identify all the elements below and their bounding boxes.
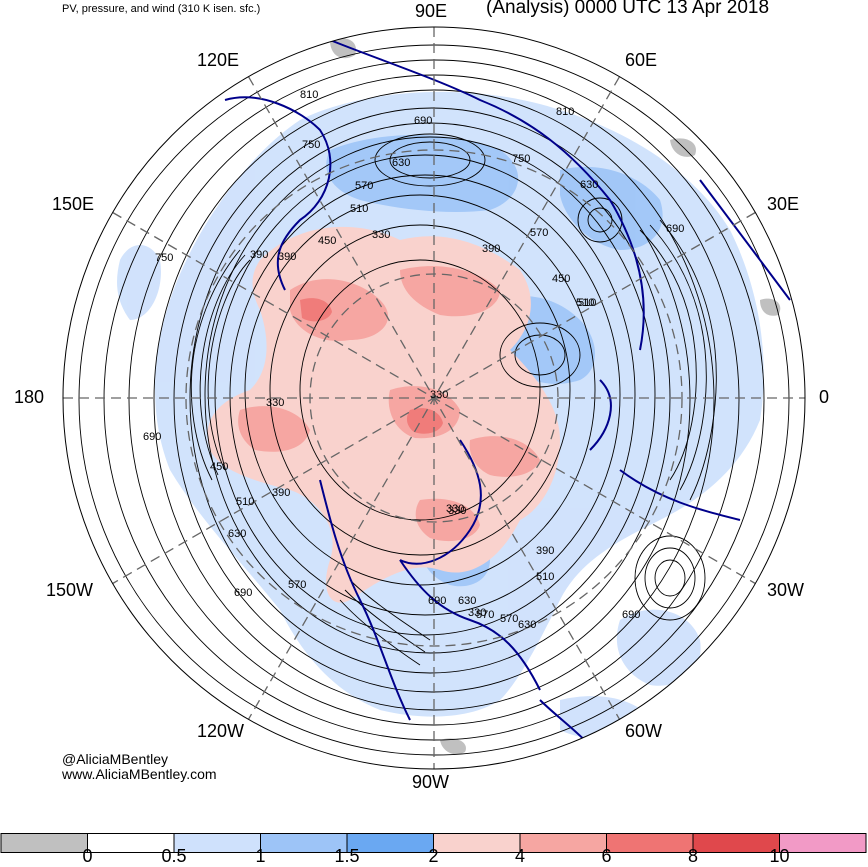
colorbar-swatch xyxy=(779,833,867,853)
contour-label: 690 xyxy=(622,609,640,621)
colorbar-swatch xyxy=(606,833,694,853)
contour-label: 330 xyxy=(266,397,284,409)
colorbar-tick-label: 10 xyxy=(769,846,790,866)
credit-website: www.AliciaMBentley.com xyxy=(62,766,217,782)
contour-label: 510 xyxy=(350,203,368,215)
coastlines xyxy=(224,39,791,761)
contour-label: 390 xyxy=(250,249,268,261)
contour-label: 630 xyxy=(458,595,476,607)
lon-label-150w: 150W xyxy=(46,580,94,600)
lon-label-60w: 60W xyxy=(625,721,663,741)
contour-label: 510 xyxy=(236,496,254,508)
contour-label: 630 xyxy=(580,179,598,191)
contour-label: 750 xyxy=(512,153,530,165)
contour-label: 390 xyxy=(278,251,296,263)
contour-label: 390 xyxy=(482,243,500,255)
contour-label: 630 xyxy=(228,528,246,540)
lon-label-30e: 30E xyxy=(767,194,800,214)
contour-label: 690 xyxy=(414,115,432,127)
colorbar-swatch xyxy=(173,833,261,853)
lon-label-90w: 90W xyxy=(412,772,450,792)
contour-label: 570 xyxy=(355,180,373,192)
contour-label: 330 xyxy=(446,503,464,515)
contour-label: 450 xyxy=(318,235,336,247)
colorbar-tick-label: 6 xyxy=(601,846,612,866)
contour-label-layer: 810 690 750 630 570 510 450 390 330 330 … xyxy=(143,89,684,631)
colorbar-tick-label: 1 xyxy=(255,846,266,866)
colorbar-swatch xyxy=(519,833,607,853)
contour-label: 570 xyxy=(476,609,494,621)
credit-handle: @AliciaMBentley xyxy=(62,751,169,767)
colorbar-swatch xyxy=(346,833,434,853)
contour-label: 510 xyxy=(576,297,594,309)
colorbar-tick-label: 1.5 xyxy=(334,846,360,866)
contour-label: 630 xyxy=(518,619,536,631)
contour-label: 810 xyxy=(300,89,318,101)
colorbar-swatch xyxy=(433,833,521,853)
colorbar-tick-label: 0 xyxy=(82,846,93,866)
colorbar-tick-label: 8 xyxy=(687,846,699,866)
contour-label: 510 xyxy=(536,571,554,583)
map-interior: 810 690 750 630 570 510 450 390 330 330 … xyxy=(63,27,805,769)
contour-label: 690 xyxy=(428,595,446,607)
contour-label: 330 xyxy=(448,505,466,517)
contour-label: 750 xyxy=(155,252,173,264)
lon-label-0: 0 xyxy=(819,387,830,407)
contour-label: 690 xyxy=(666,223,684,235)
colorbar-swatch xyxy=(692,833,780,853)
contour-label: 810 xyxy=(556,106,574,118)
colorbar-tick-label: 4 xyxy=(514,846,526,866)
lon-label-150e: 150E xyxy=(52,194,95,214)
polar-map: 810 690 750 630 570 510 450 390 330 330 … xyxy=(62,26,806,770)
contour-label: 330 xyxy=(430,389,448,401)
contour-label: 330 xyxy=(468,607,486,619)
lon-label-90e: 90E xyxy=(415,1,448,21)
contour-label: 450 xyxy=(552,273,570,285)
map-boundary xyxy=(62,26,806,770)
graticule xyxy=(63,27,805,769)
contour-label: 330 xyxy=(372,229,390,241)
contour-label: 570 xyxy=(530,227,548,239)
contour-label: 570 xyxy=(288,579,306,591)
contour-label: 750 xyxy=(302,139,320,151)
title-right: (Analysis) 0000 UTC 13 Apr 2018 xyxy=(486,0,770,18)
contour-label: 510 xyxy=(578,297,596,309)
contour-label: 570 xyxy=(500,613,518,625)
colorbar-tick-label: 0.5 xyxy=(161,846,187,866)
contour-label: 450 xyxy=(210,461,228,473)
colorbar-tick-label: 2 xyxy=(428,846,439,866)
lon-label-120e: 120E xyxy=(197,50,240,70)
colorbar-swatch xyxy=(0,833,88,853)
colorbar xyxy=(0,833,867,853)
contour-label: 690 xyxy=(143,431,161,443)
contour-label: 690 xyxy=(234,587,252,599)
lon-label-30w: 30W xyxy=(767,580,805,600)
title-left: PV, pressure, and wind (310 K isen. sfc.… xyxy=(62,3,261,15)
contour-label: 390 xyxy=(272,487,290,499)
lon-label-180: 180 xyxy=(14,387,45,407)
lon-label-120w: 120W xyxy=(197,721,245,741)
lon-label-60e: 60E xyxy=(625,50,658,70)
contour-label: 390 xyxy=(536,545,554,557)
contour-label: 630 xyxy=(392,157,410,169)
